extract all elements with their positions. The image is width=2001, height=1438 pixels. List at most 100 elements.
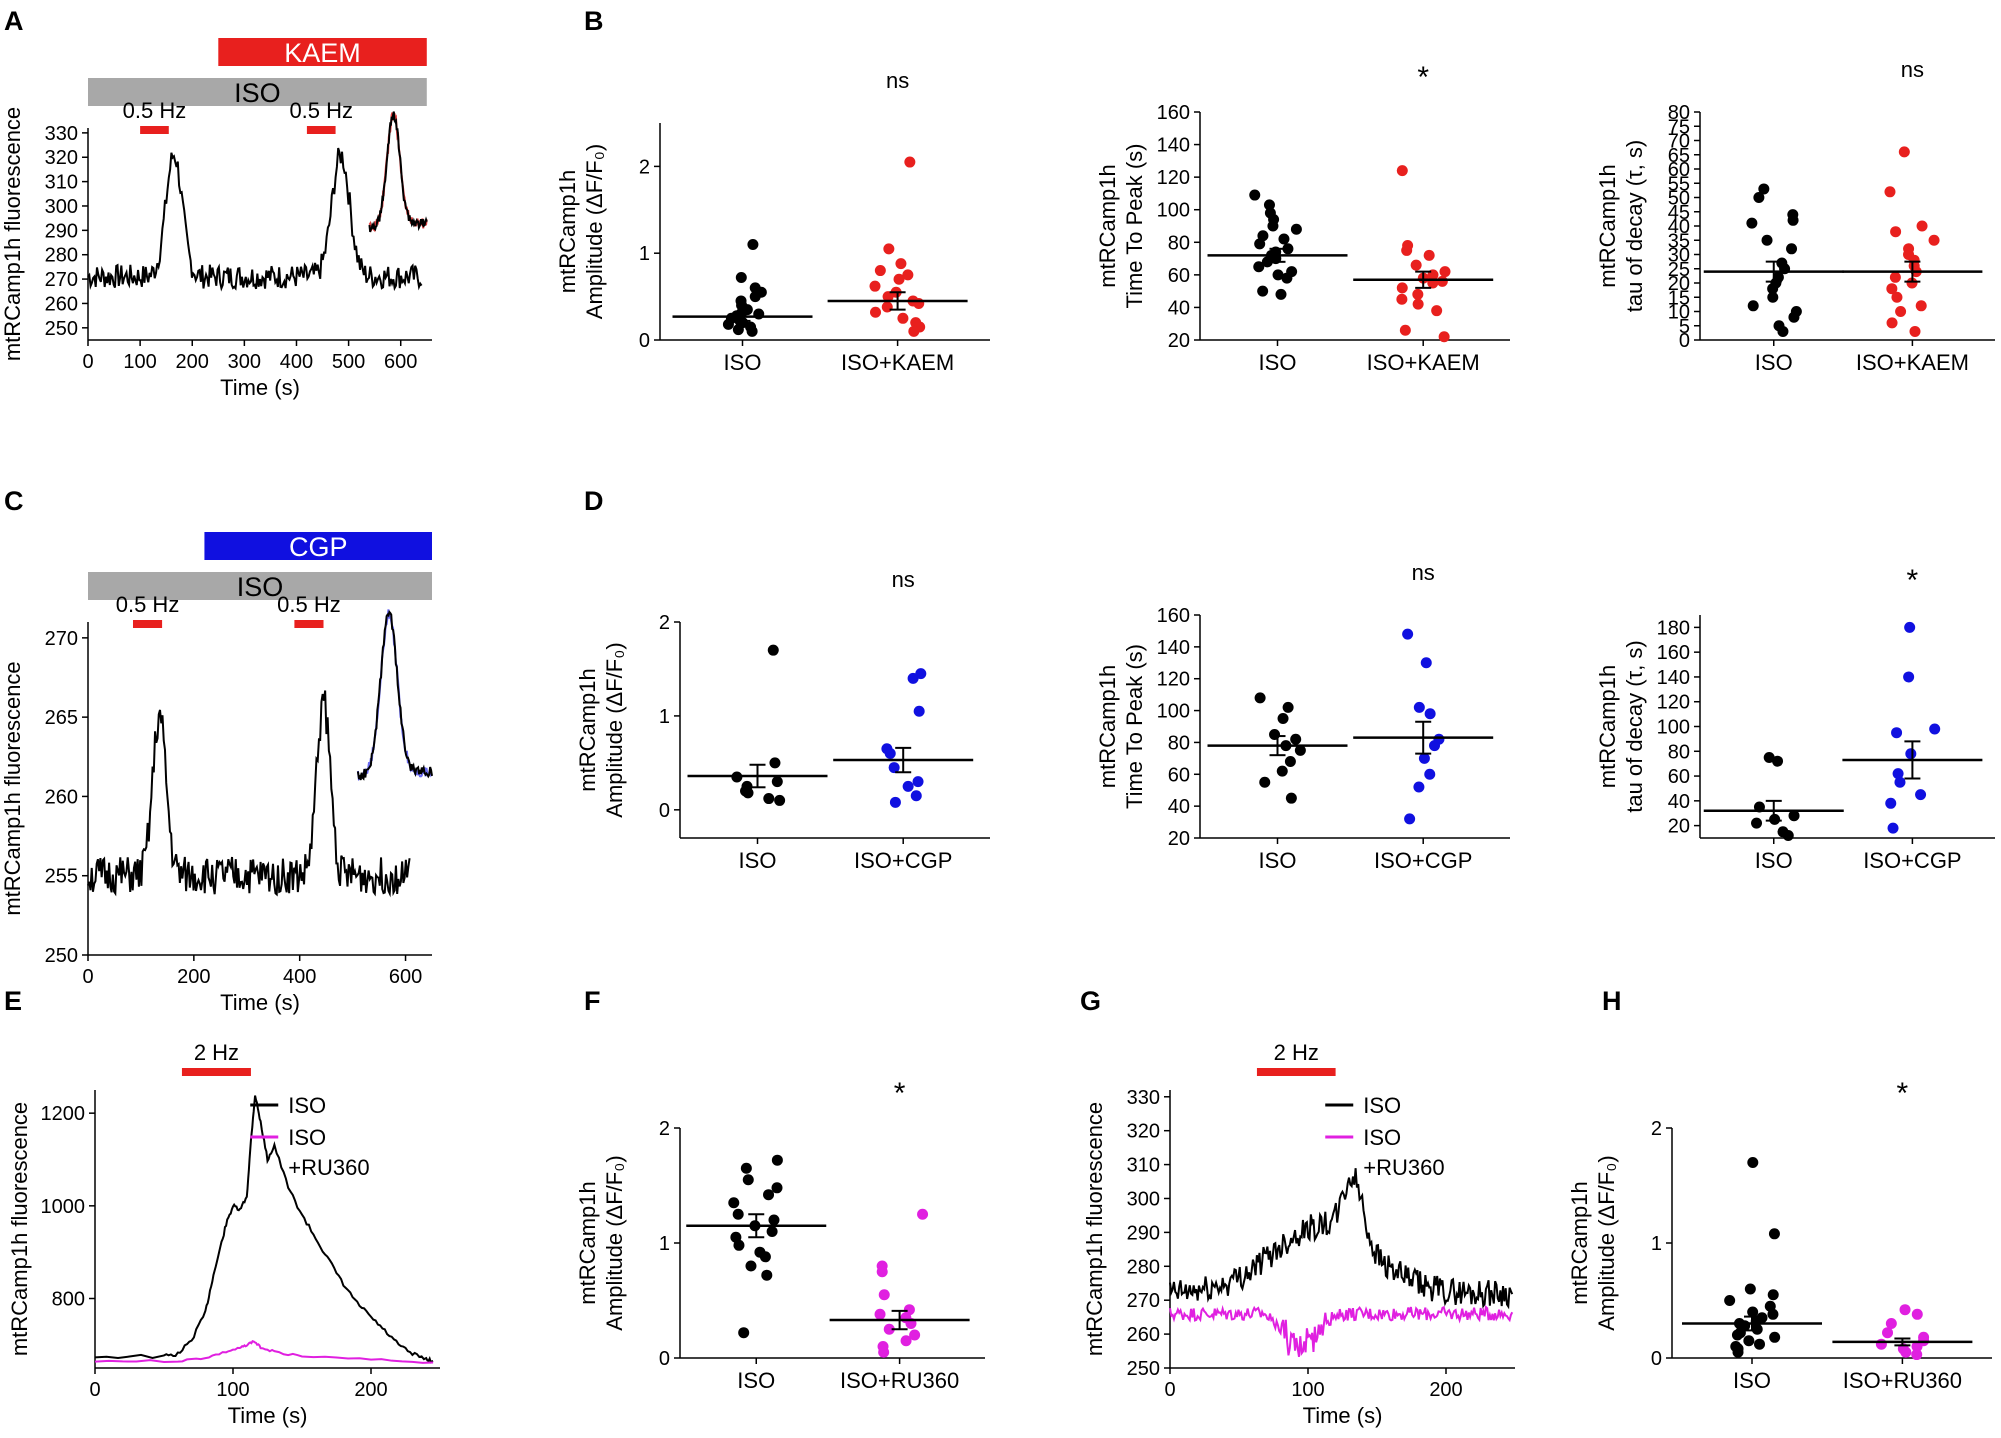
data-point xyxy=(1276,765,1288,777)
data-point xyxy=(1887,822,1899,834)
data-point xyxy=(769,757,781,769)
x-tick-label: 100 xyxy=(1291,1379,1324,1401)
data-point xyxy=(1886,317,1898,329)
y-axis-label-2: Amplitude (ΔF/F₀) xyxy=(582,144,607,319)
data-point xyxy=(1891,727,1903,739)
data-point xyxy=(1885,1318,1897,1329)
panel-letter-e: E xyxy=(4,986,22,1016)
data-point xyxy=(1278,233,1290,245)
treatment-bar-label: ISO xyxy=(234,78,281,108)
y-tick-label: 2 xyxy=(1651,1118,1662,1140)
trace-iso xyxy=(94,1095,434,1364)
y-tick-label: 0 xyxy=(659,1348,670,1370)
data-point xyxy=(1413,701,1425,713)
x-tick-label: 600 xyxy=(389,966,422,988)
data-point xyxy=(1282,701,1294,713)
y-tick-label: 0 xyxy=(639,330,650,352)
inset-trace xyxy=(356,610,433,781)
data-point xyxy=(874,1308,886,1320)
legend-label: ISO xyxy=(1363,1093,1401,1118)
legend-label: ISO xyxy=(288,1125,326,1150)
data-point xyxy=(1431,305,1443,317)
treatment-bar-cgp xyxy=(204,532,432,560)
data-point xyxy=(1899,1304,1911,1316)
y-tick-label: 0 xyxy=(1679,330,1690,352)
stim-bar xyxy=(140,126,169,134)
y-tick-label: 260 xyxy=(45,786,78,808)
x-tick-label: 200 xyxy=(1429,1379,1462,1401)
chart-h: 0 1 2 ISO ISO+RU360 mtRCamp1h Amplitude (ΔF/F₀… xyxy=(1567,1077,1992,1393)
category-label: ISO+CGP xyxy=(854,848,952,873)
panel-letter-b: B xyxy=(584,6,604,36)
data-point xyxy=(1890,226,1902,238)
data-point xyxy=(883,243,895,255)
data-point xyxy=(912,776,924,788)
y-tick-label: 40 xyxy=(1668,216,1690,238)
y-axis-label: mtRCamp1h fluorescence xyxy=(1082,1102,1107,1356)
data-point xyxy=(1892,768,1904,780)
data-point xyxy=(1788,311,1800,323)
stim-bar xyxy=(294,620,324,628)
treatment-bar-kaem xyxy=(218,38,427,66)
data-point xyxy=(1402,628,1414,640)
data-point xyxy=(742,787,754,799)
data-point xyxy=(1272,269,1284,281)
data-point xyxy=(1884,186,1896,198)
y-tick-label: 2 xyxy=(659,612,670,634)
y-tick-label: 265 xyxy=(45,707,78,729)
y-axis-label: mtRCamp1h xyxy=(575,668,600,791)
data-point xyxy=(722,318,734,330)
y-tick-label: 40 xyxy=(1668,791,1690,813)
treatment-bar-label: KAEM xyxy=(284,38,361,68)
x-tick-label: 200 xyxy=(177,966,210,988)
data-point xyxy=(902,780,914,792)
data-point xyxy=(1253,261,1265,273)
y-tick-label: 50 xyxy=(1668,188,1690,210)
stim-bar xyxy=(132,620,163,628)
data-point xyxy=(895,258,907,270)
data-point xyxy=(874,265,886,277)
data-point xyxy=(733,1239,745,1251)
y-tick-label: 310 xyxy=(1127,1155,1160,1177)
data-point xyxy=(774,794,786,806)
panel-letter-a: A xyxy=(4,6,24,36)
data-point xyxy=(1751,817,1763,829)
y-tick-label: 10 xyxy=(1668,302,1690,324)
data-point xyxy=(1903,671,1915,683)
treatment-bar-iso xyxy=(88,78,427,106)
data-point xyxy=(889,796,901,808)
y-tick-label: 280 xyxy=(1127,1256,1160,1278)
category-label: ISO+RU360 xyxy=(840,1368,959,1393)
y-tick-label: 60 xyxy=(1168,265,1190,287)
data-point xyxy=(1401,244,1413,256)
y-axis-label-2: Amplitude (ΔF/F₀) xyxy=(1594,1155,1619,1330)
chart-d1: 0 1 2 ISO ISO+CGP mtRCamp1h Amplitude (ΔF/F₀) n… xyxy=(575,567,990,873)
data-point xyxy=(1744,1283,1756,1295)
data-point xyxy=(1254,692,1266,704)
data-point xyxy=(747,239,759,251)
data-point xyxy=(763,1189,775,1201)
x-tick-label: 100 xyxy=(123,351,156,373)
data-point xyxy=(1891,291,1903,303)
data-point xyxy=(1782,830,1794,842)
chart-d2: 20 40 60 80 100 120 140 160 ISO ISO+CGP mtRCamp1h T… xyxy=(1095,560,1510,873)
data-point xyxy=(1767,1289,1779,1301)
data-point xyxy=(1928,234,1940,246)
y-tick-label: 1 xyxy=(659,706,670,728)
x-tick-label: 300 xyxy=(228,351,261,373)
y-tick-label: 60 xyxy=(1168,764,1190,786)
stim-label: 0.5 Hz xyxy=(123,98,187,123)
stim-label: 2 Hz xyxy=(1274,1040,1319,1065)
y-axis-label-2: Time To Peak (s) xyxy=(1122,644,1147,809)
y-axis-label: mtRCamp1h fluorescence xyxy=(0,107,25,361)
data-point xyxy=(1758,183,1770,195)
category-label: ISO xyxy=(1755,848,1793,873)
stim-bar xyxy=(181,1068,251,1076)
category-label: ISO+KAEM xyxy=(841,350,954,375)
category-label: ISO xyxy=(1259,848,1297,873)
data-point xyxy=(1281,272,1293,284)
data-point xyxy=(771,1182,783,1194)
category-label: ISO+KAEM xyxy=(1856,350,1969,375)
